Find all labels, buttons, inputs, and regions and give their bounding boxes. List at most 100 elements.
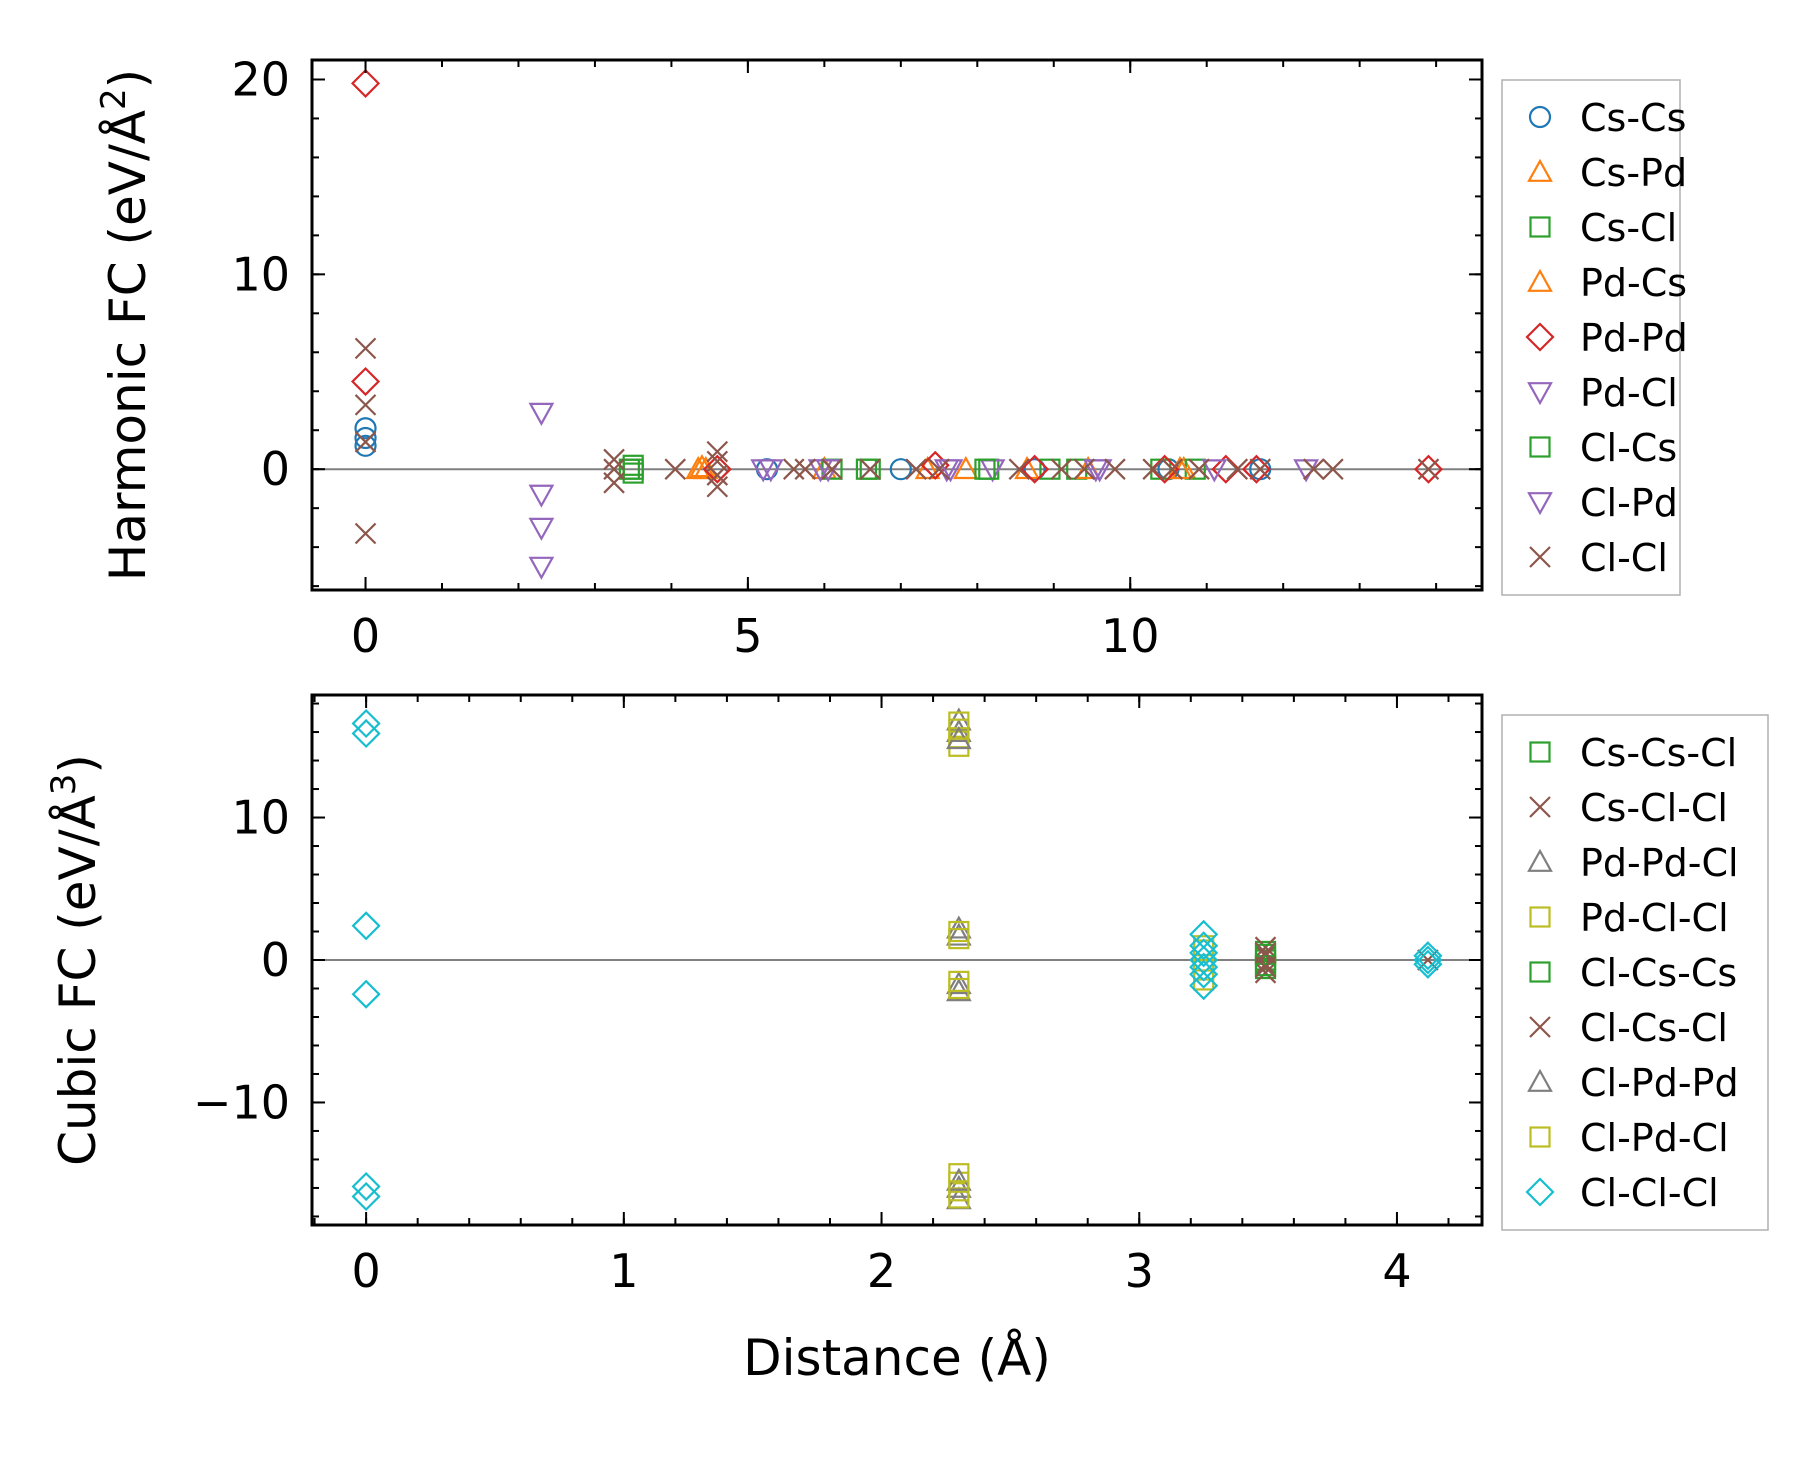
- data-point: [1413, 941, 1443, 971]
- y-axis-label-close: ): [49, 754, 107, 774]
- series-cl-cs-cs: [1254, 943, 1277, 977]
- data-point: [1008, 458, 1031, 480]
- legend-marker: [1525, 1177, 1555, 1207]
- data-point: [948, 718, 970, 740]
- data-point: [952, 455, 979, 480]
- legend-label: Pd-Pd-Cl: [1580, 841, 1739, 885]
- data-point: [618, 458, 640, 480]
- data-point: [354, 522, 377, 545]
- series-cl-cl: [354, 337, 1440, 545]
- data-point: [1023, 458, 1046, 481]
- data-point: [945, 922, 972, 946]
- y-tick-label: 10: [231, 247, 290, 301]
- data-point: [1188, 458, 1210, 480]
- data-point: [1322, 458, 1344, 480]
- data-point: [350, 68, 381, 98]
- data-point: [974, 458, 996, 480]
- y-axis-label: Cubic FC (eV/Å3): [44, 754, 107, 1166]
- legend-frame: [1501, 79, 1681, 596]
- legend-label: Pd-Cl: [1580, 371, 1678, 415]
- legend-label: Cs-Pd: [1580, 151, 1687, 195]
- data-point: [889, 458, 912, 481]
- series-cl-cl-cl: [351, 708, 1443, 1212]
- data-point: [528, 402, 555, 426]
- legend-entry: Cs-Cs-Cl: [1529, 731, 1737, 775]
- data-point: [914, 455, 941, 480]
- legend-marker: [1529, 741, 1551, 763]
- data-point: [1254, 962, 1277, 984]
- legend-marker: [1529, 906, 1551, 928]
- data-point: [945, 915, 972, 939]
- data-point: [354, 434, 377, 457]
- data-point: [945, 1174, 972, 1198]
- legend: Cs-Cs Cs-Pd Cs-Cl Pd-Cs Pd-Pd Pd-Cl Cl-Cs Cl-Pd…: [1501, 79, 1688, 596]
- legend-entry: Cs-Cs: [1528, 96, 1686, 140]
- data-point: [1189, 938, 1219, 968]
- series-pd-pd-cl: [945, 707, 972, 1210]
- y-axis-label-superscript: 2: [94, 88, 134, 110]
- data-point: [1249, 458, 1272, 480]
- legend-marker: [1528, 105, 1552, 129]
- legend-entry: Cl-Cs-Cl: [1529, 1006, 1728, 1050]
- data-point: [979, 459, 1006, 483]
- legend-entry: Cl-Pd-Cl: [1529, 1116, 1729, 1160]
- legend-marker: [1527, 1068, 1553, 1092]
- legend-entry: Pd-Cl: [1527, 371, 1678, 415]
- legend-marker: [1529, 1016, 1551, 1038]
- data-point: [1254, 936, 1277, 958]
- legend-label: Pd-Pd: [1580, 316, 1688, 360]
- legend-entry: Cl-Cs: [1529, 426, 1677, 470]
- data-point: [1254, 956, 1277, 978]
- data-point: [1073, 458, 1096, 480]
- legend-entry: Pd-Pd: [1525, 316, 1688, 360]
- data-point: [1086, 459, 1113, 483]
- data-point: [945, 970, 972, 995]
- legend-entry: Cs-Cl: [1529, 206, 1677, 250]
- legend-entry: Pd-Cs: [1527, 261, 1687, 305]
- plot-frame: [310, 693, 1484, 1227]
- data-point: [1254, 943, 1277, 965]
- data-point: [351, 979, 381, 1009]
- legend-label: Cl-Pd-Cl: [1580, 1116, 1729, 1160]
- data-point: [855, 458, 878, 480]
- data-point: [528, 484, 555, 508]
- y-axis-label: Harmonic FC (eV/Å2): [94, 69, 157, 581]
- data-point: [821, 458, 843, 480]
- legend-marker: [1527, 158, 1553, 182]
- data-point: [354, 431, 377, 453]
- legend-label: Cl-Cs-Cs: [1580, 951, 1737, 995]
- series-cl-cs: [618, 458, 996, 480]
- series-cl-pd-pd: [945, 725, 972, 1191]
- legend-marker: [1527, 848, 1553, 872]
- legend-label: Cl-Pd: [1580, 481, 1678, 525]
- legend-label: Cl-Cl: [1580, 536, 1668, 580]
- plot-frame: [310, 58, 1484, 592]
- legend-marker: [1527, 382, 1553, 406]
- data-point: [782, 458, 805, 480]
- x-tick-label: 0: [351, 609, 380, 663]
- series-pd-cl: [528, 402, 1228, 580]
- legend-marker: [1529, 546, 1551, 568]
- data-point: [351, 1181, 381, 1212]
- data-point: [664, 458, 687, 480]
- legend-entry: Cl-Cl: [1529, 536, 1668, 580]
- data-point: [1413, 454, 1444, 484]
- data-point: [351, 718, 381, 749]
- data-point: [948, 977, 970, 1000]
- legend-entry: Cs-Pd: [1527, 151, 1687, 195]
- legend-marker: [1529, 436, 1551, 458]
- legend: Cs-Cs-Cl Cs-Cl-Cl Pd-Pd-Cl Pd-Cl-Cl Cl-Cs-Cs…: [1501, 714, 1769, 1231]
- data-point: [1193, 969, 1215, 991]
- data-point: [1050, 458, 1073, 480]
- data-point: [1189, 931, 1219, 961]
- y-tick-label: 20: [231, 52, 290, 106]
- x-tick-label: 5: [733, 609, 762, 663]
- x-tick-label: 4: [1382, 1244, 1411, 1298]
- legend-entry: Cs-Cl-Cl: [1529, 786, 1728, 830]
- data-point: [354, 417, 377, 440]
- y-tick-label: −10: [193, 1075, 290, 1129]
- legend-marker: [1529, 961, 1551, 983]
